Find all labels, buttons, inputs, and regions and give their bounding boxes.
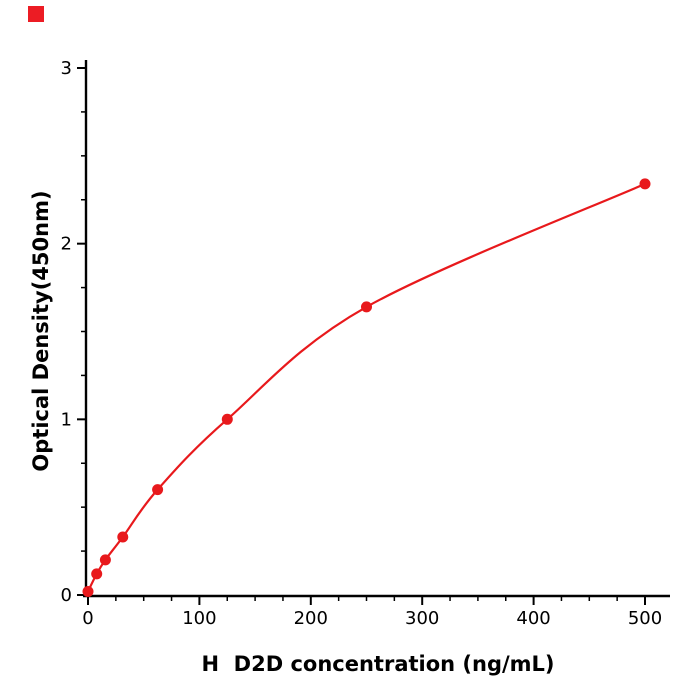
data-point-marker xyxy=(361,301,372,313)
x-tick-label: 0 xyxy=(82,608,93,629)
x-tick-label: 400 xyxy=(516,608,550,629)
y-axis-title: Optical Density(450nm) xyxy=(29,190,53,472)
x-tick-label: 500 xyxy=(628,608,662,629)
data-point-marker xyxy=(82,586,94,597)
y-tick-label: 3 xyxy=(61,58,72,79)
data-point-marker xyxy=(221,413,233,425)
y-tick-label: 1 xyxy=(61,409,72,430)
data-point-marker xyxy=(639,178,651,190)
standard-curve-line xyxy=(86,182,647,593)
data-point-marker xyxy=(99,554,111,566)
y-tick-label: 0 xyxy=(61,585,72,606)
x-tick-label: 100 xyxy=(182,608,216,629)
red-corner-square-mark xyxy=(28,6,44,22)
x-tick-label: 300 xyxy=(405,608,439,629)
x-axis-title: H D2D concentration (ng/mL) xyxy=(201,652,555,676)
y-tick-label: 2 xyxy=(61,234,72,255)
x-tick-label: 200 xyxy=(294,608,328,629)
data-point-marker xyxy=(91,568,103,580)
data-point-marker xyxy=(117,531,129,543)
data-point-marker xyxy=(152,484,164,496)
